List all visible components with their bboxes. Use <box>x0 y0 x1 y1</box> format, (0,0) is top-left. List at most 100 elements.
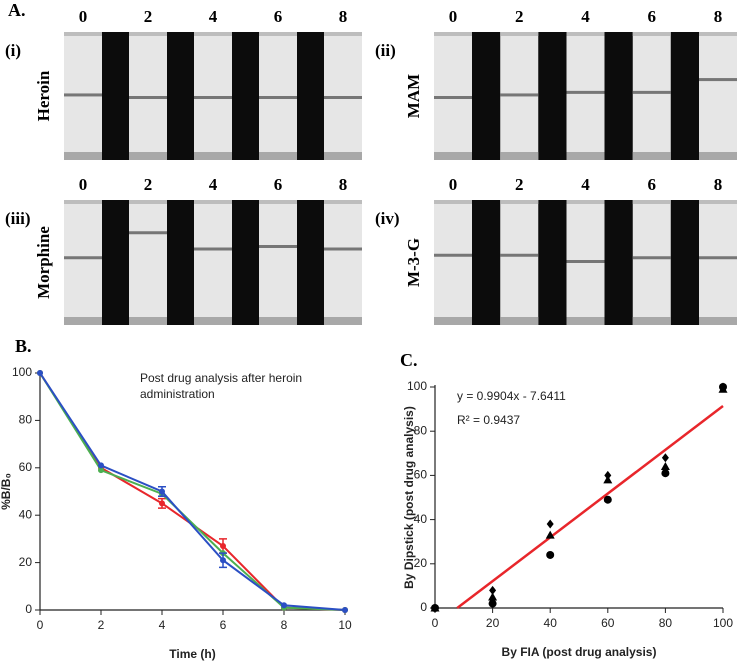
test-band <box>632 256 671 260</box>
data-point <box>431 603 439 613</box>
panel-label: C. <box>400 350 418 370</box>
strip-cap <box>129 32 167 36</box>
drug-label: Heroin <box>34 70 53 121</box>
strip-cap <box>699 317 737 325</box>
y-tick-label: 100 <box>407 379 427 393</box>
x-tick-label: 60 <box>601 616 615 630</box>
strip-cap <box>632 152 671 160</box>
test-band <box>129 96 167 99</box>
strip <box>194 200 232 325</box>
test-band <box>129 231 167 235</box>
strip <box>259 200 297 325</box>
strip <box>129 200 167 325</box>
x-tick-label: 6 <box>220 618 227 632</box>
strip-label: 0 <box>79 7 88 26</box>
strip-label: 0 <box>79 175 88 194</box>
strip <box>699 200 737 325</box>
strip-label: 4 <box>581 175 590 194</box>
strip <box>566 32 605 160</box>
strip-label: 4 <box>209 7 218 26</box>
x-tick-label: 10 <box>338 618 352 632</box>
strip-cap <box>699 152 737 160</box>
test-band <box>324 96 362 99</box>
test-band <box>434 253 472 257</box>
data-point <box>603 495 612 504</box>
strip-label: 4 <box>581 7 590 26</box>
strip-cap <box>64 200 102 204</box>
test-band <box>64 256 102 260</box>
strip-label: 8 <box>714 7 723 26</box>
strip-label: 6 <box>648 175 657 194</box>
strip <box>632 200 671 325</box>
strip-cap <box>500 32 539 36</box>
strip-cap <box>632 200 671 204</box>
strip-cap <box>324 200 362 204</box>
y-tick-label: 40 <box>19 507 33 521</box>
y-tick-label: 100 <box>12 365 32 379</box>
test-band <box>566 90 605 94</box>
x-tick-label: 40 <box>544 616 558 630</box>
strip-cap <box>699 32 737 36</box>
y-tick-label: 60 <box>414 468 428 482</box>
strip-cap <box>566 317 605 325</box>
strip-label: 2 <box>144 7 153 26</box>
x-tick-label: 8 <box>281 618 288 632</box>
annotation: Post drug analysis after heroin <box>140 371 302 385</box>
y-tick-label: 60 <box>19 460 33 474</box>
strip <box>434 200 472 325</box>
x-tick-label: 0 <box>432 616 439 630</box>
strip-cap <box>566 152 605 160</box>
strip-cap <box>259 317 297 325</box>
strip <box>324 200 362 325</box>
panel-numeral: (iv) <box>375 209 400 228</box>
y-tick-label: 40 <box>414 512 428 526</box>
test-band <box>259 96 297 99</box>
data-point <box>661 469 670 478</box>
data-point <box>342 607 348 613</box>
x-tick-label: 4 <box>159 618 166 632</box>
strip-cap <box>434 32 472 36</box>
strip-cap <box>500 317 539 325</box>
strip-cap <box>259 200 297 204</box>
strip-cap <box>194 200 232 204</box>
x-axis-label: Time (h) <box>169 647 215 661</box>
drug-label: MAM <box>404 74 423 118</box>
data-point <box>545 530 555 539</box>
y-tick-label: 0 <box>420 600 427 614</box>
x-tick-label: 2 <box>98 618 105 632</box>
strip-cap <box>699 200 737 204</box>
strip-label: 8 <box>714 175 723 194</box>
strip-cap <box>566 32 605 36</box>
x-axis-label: By FIA (post drug analysis) <box>502 645 657 659</box>
strip-cap <box>324 152 362 160</box>
test-band <box>500 253 539 257</box>
strip-cap <box>64 32 102 36</box>
strip-label: 6 <box>648 7 657 26</box>
data-line <box>39 372 346 611</box>
test-band <box>194 247 232 251</box>
strip-cap <box>194 32 232 36</box>
data-point <box>281 602 287 609</box>
data-point <box>159 488 165 495</box>
strip-label: 6 <box>274 175 283 194</box>
data-point <box>546 550 555 559</box>
data-point <box>159 500 165 507</box>
test-band <box>259 245 297 248</box>
strip-label: 2 <box>515 7 524 26</box>
x-tick-label: 80 <box>659 616 673 630</box>
y-tick-label: 0 <box>25 602 32 616</box>
y-tick-label: 20 <box>19 555 33 569</box>
panel-numeral: (ii) <box>375 41 396 60</box>
strip-label: 2 <box>144 175 153 194</box>
strip-cap <box>434 200 472 204</box>
strip-cap <box>194 317 232 325</box>
test-band <box>566 260 605 263</box>
test-band <box>699 78 737 82</box>
x-tick-label: 0 <box>37 618 44 632</box>
data-point <box>98 467 104 474</box>
strip-label: 8 <box>339 7 348 26</box>
strip-cap <box>632 32 671 36</box>
strip <box>699 32 737 160</box>
strip-label: 0 <box>449 175 458 194</box>
